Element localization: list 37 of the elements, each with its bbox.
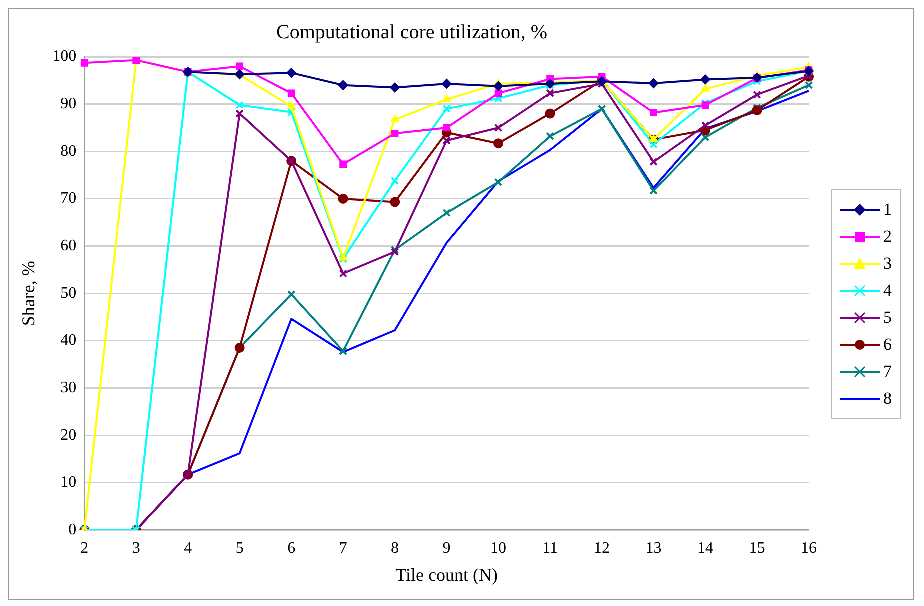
x-tick-label: 3 — [132, 540, 140, 558]
x-tick-label: 8 — [391, 540, 400, 558]
legend-label: 7 — [884, 362, 892, 382]
y-tick-label: 80 — [60, 142, 77, 160]
x-tick-label: 7 — [339, 540, 348, 558]
x-tick-label: 15 — [749, 540, 766, 558]
y-tick-label: 90 — [60, 96, 77, 113]
x-tick-label: 4 — [184, 540, 192, 558]
y-tick-label: 30 — [60, 379, 77, 396]
y-tick-label: 10 — [60, 474, 77, 492]
legend-label: 8 — [884, 388, 892, 408]
legend-label: 2 — [884, 226, 892, 246]
legend-label: 3 — [884, 254, 892, 274]
x-tick-label: 11 — [542, 540, 558, 558]
y-tick-label: 40 — [60, 332, 77, 350]
legend-label: 5 — [884, 308, 892, 328]
x-tick-label: 5 — [236, 540, 244, 558]
y-tick-label: 50 — [60, 284, 77, 302]
y-tick-label: 70 — [60, 190, 77, 208]
y-tick-label: 20 — [60, 426, 77, 444]
legend-label: 4 — [884, 280, 892, 300]
chart-title: Computational core utilization, % — [276, 21, 548, 44]
x-tick-label: 14 — [698, 540, 714, 558]
x-axis-title: Tile count (N) — [396, 564, 498, 585]
y-tick-label: 60 — [60, 237, 77, 254]
x-tick-label: 13 — [646, 540, 662, 558]
x-tick-label: 16 — [801, 540, 817, 558]
x-tick-label: 10 — [490, 540, 507, 558]
y-tick-label: 100 — [52, 48, 77, 66]
legend-label: 6 — [884, 334, 892, 354]
x-tick-label: 2 — [80, 540, 89, 558]
x-tick-label: 9 — [442, 540, 451, 558]
x-tick-label: 12 — [594, 540, 610, 558]
y-tick-label: 0 — [68, 521, 77, 538]
y-axis-title: Share, % — [18, 261, 39, 326]
x-tick-label: 6 — [288, 540, 296, 558]
legend-label: 1 — [884, 200, 892, 220]
